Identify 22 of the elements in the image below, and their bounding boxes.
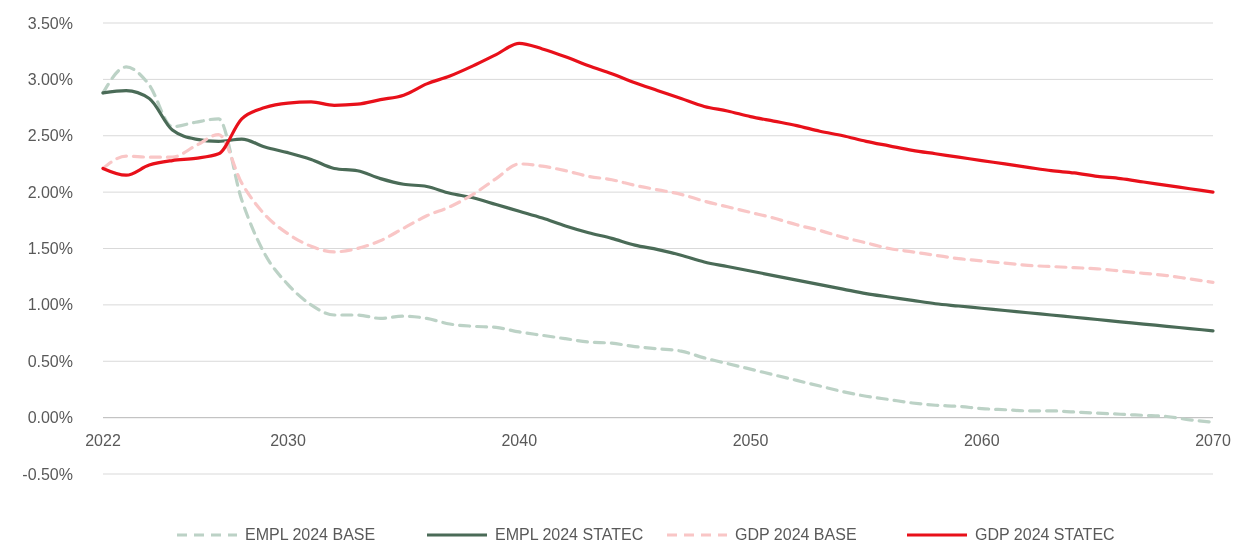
line-series bbox=[101, 41, 1215, 194]
y-tick-label: -0.50% bbox=[22, 465, 73, 483]
x-tick-label: 2030 bbox=[270, 431, 306, 449]
y-tick-label: 1.50% bbox=[27, 240, 73, 258]
legend-label: GDP 2024 BASE bbox=[735, 526, 857, 543]
y-tick-label: 2.00% bbox=[27, 183, 73, 201]
legend-label: EMPL 2024 BASE bbox=[245, 526, 376, 543]
x-tick-label: 2050 bbox=[732, 431, 769, 449]
y-tick-label: 0.50% bbox=[27, 352, 73, 370]
line-series bbox=[101, 133, 1215, 284]
x-tick-label: 2070 bbox=[1195, 431, 1231, 449]
x-tick-label: 2060 bbox=[963, 431, 1000, 449]
x-tick-label: 2022 bbox=[85, 431, 121, 449]
y-tick-label: 3.50% bbox=[27, 14, 73, 32]
y-tick-label: 3.00% bbox=[27, 70, 73, 88]
line-series bbox=[101, 89, 1215, 333]
y-tick-label: 2.50% bbox=[27, 127, 73, 145]
y-tick-label: 0.00% bbox=[27, 409, 73, 427]
x-tick-label: 2040 bbox=[501, 431, 538, 449]
legend-label: GDP 2024 STATEC bbox=[975, 526, 1115, 543]
y-tick-label: 1.00% bbox=[27, 296, 73, 314]
legend-label: EMPL 2024 STATEC bbox=[495, 526, 644, 543]
